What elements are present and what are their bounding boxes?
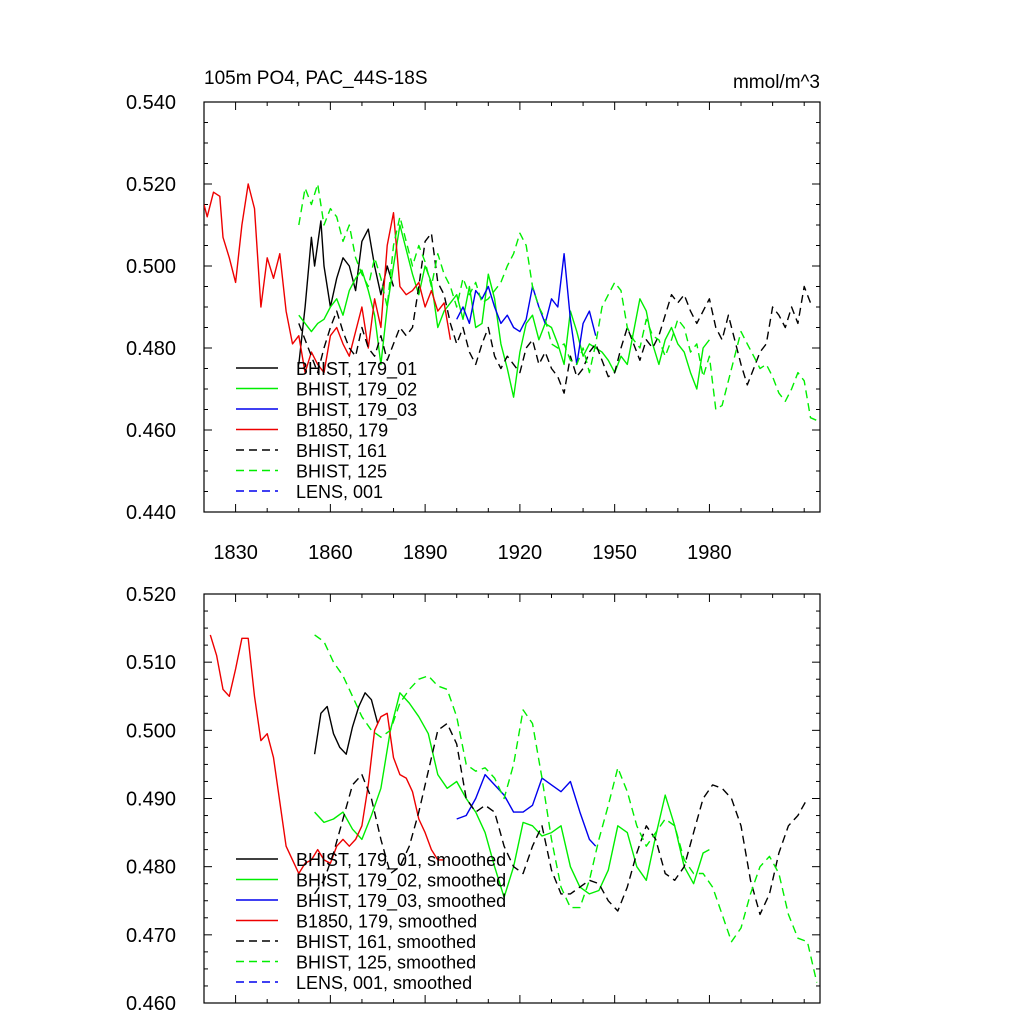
bottom-chart: 0.460 0.470 0.480 0.490 0.500 0.510 0.520 BHIST… <box>126 584 821 1015</box>
legend-label: BHIST, 179_01, smoothed <box>296 850 506 871</box>
y-tick-label: 0.460 <box>126 993 176 1015</box>
series-line <box>298 232 812 394</box>
legend-label: LENS, 001 <box>296 482 383 502</box>
y-tick-label: 0.500 <box>126 256 176 278</box>
x-tick-label: 1860 <box>308 542 353 564</box>
y-tick-label: 0.490 <box>126 789 176 811</box>
series-line <box>314 634 818 983</box>
x-tick-label: 1920 <box>498 542 543 564</box>
x-tick-label: 1830 <box>213 542 258 564</box>
y-tick-label: 0.500 <box>126 720 176 742</box>
series-line <box>456 773 597 847</box>
series-line <box>298 224 710 398</box>
legend-label: B1850, 179, smoothed <box>296 912 477 932</box>
legend-label: BHIST, 161, smoothed <box>296 932 476 952</box>
legend-label: BHIST, 179_01 <box>296 359 417 380</box>
legend-label: BHIST, 179_03, smoothed <box>296 891 506 912</box>
legend-label: BHIST, 179_03 <box>296 400 417 421</box>
y-tick-label: 0.510 <box>126 652 176 674</box>
x-tick-label: 1980 <box>687 542 732 564</box>
y-tick-label: 0.480 <box>126 857 176 879</box>
top-chart-title: 105m PO4, PAC_44S-18S <box>204 68 428 89</box>
legend-label: BHIST, 161 <box>296 441 387 461</box>
y-tick-label: 0.520 <box>126 584 176 606</box>
y-tick-label: 0.460 <box>126 420 176 442</box>
y-tick-label: 0.520 <box>126 174 176 196</box>
series-line <box>313 692 379 755</box>
series-line <box>298 183 820 423</box>
series-line <box>209 634 445 875</box>
x-tick-label: 1890 <box>403 542 448 564</box>
series-group <box>204 183 820 423</box>
series-group <box>209 634 818 983</box>
legend-label: BHIST, 125, smoothed <box>296 953 476 973</box>
y-tick-label: 0.470 <box>126 925 176 947</box>
legend-label: B1850, 179 <box>296 421 388 441</box>
legend-label: BHIST, 179_02 <box>296 380 417 401</box>
series-line <box>314 722 809 916</box>
y-tick-label: 0.540 <box>126 92 176 114</box>
top-chart: 0.440 0.460 0.480 0.500 0.520 0.540 1830 1860 18… <box>126 92 821 564</box>
y-tick-label: 0.440 <box>126 502 176 524</box>
legend-label: BHIST, 179_02, smoothed <box>296 871 506 892</box>
units-label: mmol/m^3 <box>733 72 820 93</box>
legend-label: BHIST, 125 <box>296 462 387 482</box>
series-line <box>204 183 452 374</box>
legend-label: LENS, 001, smoothed <box>296 973 472 993</box>
series-line <box>298 220 395 365</box>
x-tick-label: 1950 <box>592 542 637 564</box>
y-tick-label: 0.480 <box>126 338 176 360</box>
